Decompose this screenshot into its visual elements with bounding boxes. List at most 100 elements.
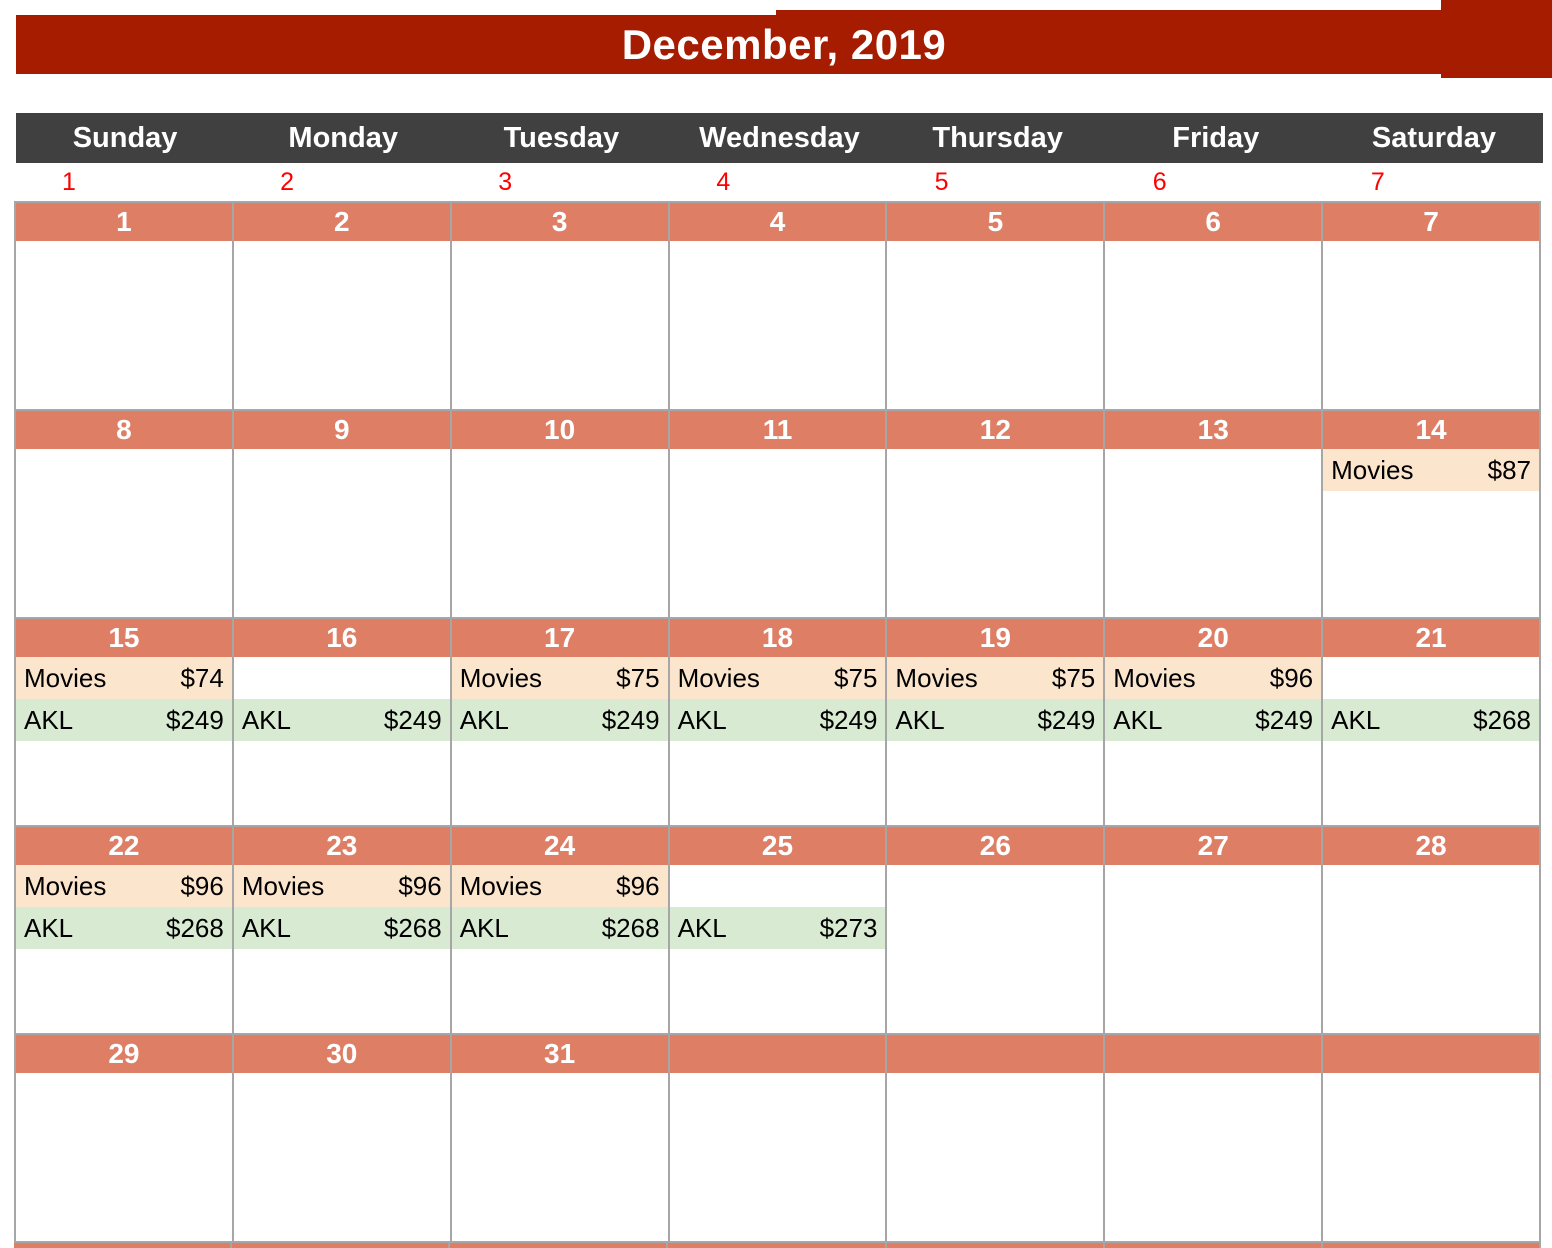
day-number-cell[interactable]: 18 (669, 617, 888, 657)
day-number-cell[interactable]: 24 (451, 825, 670, 865)
day-cell[interactable] (669, 241, 888, 409)
entry-movies[interactable]: Movies $75 (451, 657, 668, 699)
day-number-cell[interactable]: 9 (233, 409, 452, 449)
day-cell[interactable] (451, 1073, 670, 1241)
day-number-cell[interactable]: 21 (1323, 617, 1541, 657)
day-number-cell[interactable]: 26 (887, 825, 1106, 865)
week-bar-row: 22 23 24 25 26 27 28 (14, 825, 1541, 865)
day-cell[interactable] (1105, 1073, 1324, 1241)
day-cell[interactable]: Movies $75 AKL $249 (887, 657, 1106, 825)
day-cell[interactable] (233, 1073, 452, 1241)
week-body-row (14, 241, 1541, 409)
day-number-cell[interactable]: 11 (669, 409, 888, 449)
day-number-cell[interactable]: 29 (16, 1033, 234, 1073)
day-number-cell[interactable]: 6 (1105, 201, 1324, 241)
day-cell[interactable]: Movies $75 AKL $249 (669, 657, 888, 825)
day-cell[interactable] (887, 1073, 1106, 1241)
day-number-cell[interactable]: 7 (1323, 201, 1541, 241)
day-cell[interactable] (887, 865, 1106, 1033)
day-cell[interactable] (1323, 241, 1541, 409)
entry-movies[interactable]: Movies $75 (887, 657, 1104, 699)
entry-label: AKL (677, 704, 727, 735)
day-cell[interactable] (16, 1073, 234, 1241)
entry-akl[interactable]: AKL $249 (233, 699, 450, 741)
day-number-cell[interactable]: 10 (451, 409, 670, 449)
day-cell[interactable]: Movies $96 AKL $268 (451, 865, 670, 1033)
entry-akl[interactable]: AKL $268 (233, 907, 450, 949)
day-number-cell[interactable]: 5 (887, 201, 1106, 241)
day-cell[interactable] (1105, 449, 1324, 617)
day-number-cell[interactable]: 3 (451, 201, 670, 241)
entry-akl[interactable]: AKL $268 (1323, 699, 1539, 741)
day-number-cell[interactable]: 13 (1105, 409, 1324, 449)
column-number: 6 (1152, 167, 1167, 196)
day-number-cell[interactable] (887, 1033, 1106, 1073)
entry-akl[interactable]: AKL $249 (669, 699, 886, 741)
day-number-cell[interactable]: 22 (16, 825, 234, 865)
entry-akl[interactable]: AKL $249 (887, 699, 1104, 741)
day-cell[interactable] (669, 449, 888, 617)
day-cell[interactable]: Movies $74 AKL $249 (16, 657, 234, 825)
day-number-cell[interactable]: 31 (451, 1033, 670, 1073)
entry-price: $96 (180, 870, 224, 901)
week-body-row: Movies $74 AKL $249 AKL $249 Movies $75 AKL $249 M… (14, 657, 1541, 825)
day-number-cell[interactable]: 8 (16, 409, 234, 449)
day-number-cell[interactable]: 17 (451, 617, 670, 657)
day-number-cell[interactable]: 25 (669, 825, 888, 865)
entry-akl[interactable]: AKL $249 (16, 699, 232, 741)
day-cell[interactable] (451, 241, 670, 409)
weekday-header: Sunday Monday Tuesday Wednesday Thursday… (16, 113, 1543, 163)
day-cell[interactable] (451, 449, 670, 617)
day-number-cell[interactable]: 15 (16, 617, 234, 657)
day-number-cell[interactable]: 16 (233, 617, 452, 657)
day-number-cell[interactable]: 30 (233, 1033, 452, 1073)
day-cell[interactable] (16, 241, 234, 409)
entry-akl[interactable]: AKL $249 (1105, 699, 1322, 741)
entry-akl[interactable]: AKL $268 (16, 907, 232, 949)
day-number-cell[interactable]: 28 (1323, 825, 1541, 865)
entry-akl[interactable]: AKL $273 (669, 907, 886, 949)
day-cell[interactable]: Movies $96 AKL $268 (16, 865, 234, 1033)
day-cell[interactable] (1105, 865, 1324, 1033)
entry-akl[interactable]: AKL $249 (451, 699, 668, 741)
entry-label: AKL (895, 704, 945, 735)
day-cell[interactable] (1323, 865, 1541, 1033)
day-cell[interactable] (887, 449, 1106, 617)
day-cell[interactable]: Movies $87 (1323, 449, 1541, 617)
entry-movies[interactable]: Movies $96 (451, 865, 668, 907)
entry-movies[interactable]: Movies $96 (233, 865, 450, 907)
day-cell[interactable] (1105, 241, 1324, 409)
day-cell[interactable] (233, 241, 452, 409)
day-number-cell[interactable] (1323, 1033, 1541, 1073)
day-cell[interactable] (887, 241, 1106, 409)
entry-movies[interactable]: Movies $96 (1105, 657, 1322, 699)
day-number-cell[interactable]: 23 (233, 825, 452, 865)
day-cell[interactable]: AKL $249 (233, 657, 452, 825)
day-cell[interactable]: AKL $268 (1323, 657, 1541, 825)
day-cell[interactable]: AKL $273 (669, 865, 888, 1033)
week-body-row (14, 1073, 1541, 1241)
day-cell[interactable]: Movies $96 AKL $249 (1105, 657, 1324, 825)
day-cell[interactable] (233, 449, 452, 617)
day-number-cell[interactable] (1105, 1033, 1324, 1073)
weekday-header-monday: Monday (288, 121, 398, 154)
day-cell[interactable] (16, 449, 234, 617)
entry-movies[interactable]: Movies $96 (16, 865, 232, 907)
entry-movies[interactable]: Movies $75 (669, 657, 886, 699)
day-number-cell[interactable]: 20 (1105, 617, 1324, 657)
entry-movies[interactable]: Movies $87 (1323, 449, 1539, 491)
day-number-cell[interactable] (669, 1033, 888, 1073)
day-number-cell[interactable]: 14 (1323, 409, 1541, 449)
day-cell[interactable]: Movies $96 AKL $268 (233, 865, 452, 1033)
day-number-cell[interactable]: 4 (669, 201, 888, 241)
day-cell[interactable]: Movies $75 AKL $249 (451, 657, 670, 825)
day-cell[interactable] (669, 1073, 888, 1241)
day-number-cell[interactable]: 12 (887, 409, 1106, 449)
day-number-cell[interactable]: 19 (887, 617, 1106, 657)
day-number-cell[interactable]: 27 (1105, 825, 1324, 865)
day-cell[interactable] (1323, 1073, 1541, 1241)
entry-movies[interactable]: Movies $74 (16, 657, 232, 699)
entry-akl[interactable]: AKL $268 (451, 907, 668, 949)
day-number-cell[interactable]: 1 (16, 201, 234, 241)
day-number-cell[interactable]: 2 (233, 201, 452, 241)
